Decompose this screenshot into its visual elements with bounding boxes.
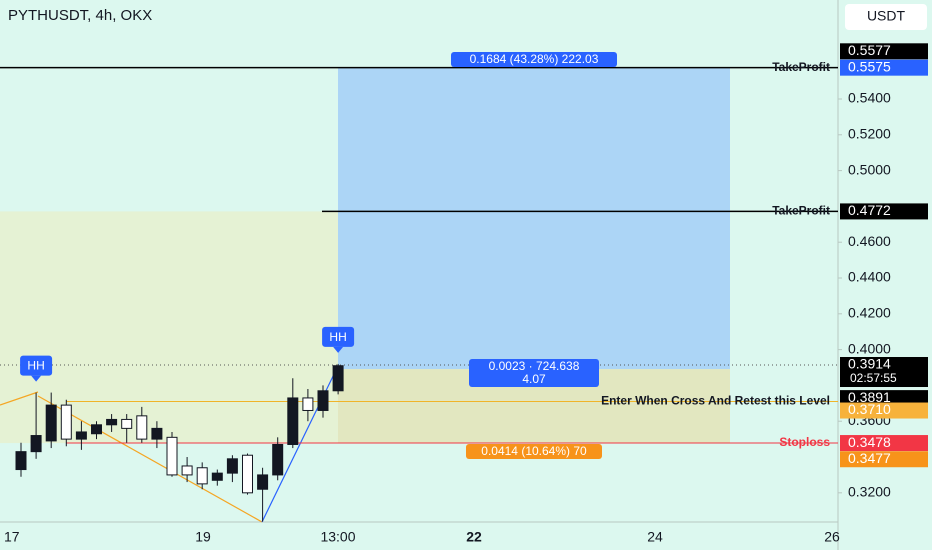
candle-body <box>242 454 253 494</box>
countdown: 02:57:55 <box>850 371 897 385</box>
risk-label-bg <box>469 359 599 387</box>
level-label: TakeProfit <box>772 60 830 74</box>
candle-body <box>257 474 269 490</box>
candle-body <box>121 418 133 429</box>
marker-label: HH <box>329 330 346 344</box>
price-tag <box>840 451 928 468</box>
price-tag-label: 0.3710 <box>848 401 891 417</box>
x-tick-label: 17 <box>4 529 20 545</box>
zone-shade <box>0 211 338 444</box>
candle-body <box>332 365 344 392</box>
candle-body <box>30 435 42 453</box>
price-tag <box>840 43 928 60</box>
profit-zone <box>338 67 730 370</box>
currency[interactable]: USDT <box>867 8 906 24</box>
marker-pointer <box>333 346 344 353</box>
loss-label: 0.0414 (10.64%) 70 <box>481 444 587 458</box>
candle-body <box>196 467 208 485</box>
profit-label: 0.1684 (43.28%) 222.03 <box>470 52 599 66</box>
marker-box <box>20 355 53 376</box>
candle-body <box>136 415 148 440</box>
level-label: Stoploss <box>779 435 830 449</box>
candle-body <box>75 431 87 440</box>
trend-line <box>0 391 263 523</box>
y-tick-label: 0.3200 <box>848 484 891 500</box>
price-tag <box>840 203 928 220</box>
candle-body <box>302 397 314 411</box>
candle-body <box>226 458 238 474</box>
price-tag-label: 0.3891 <box>848 389 891 405</box>
marker-pointer <box>31 375 42 382</box>
price-tag <box>840 402 928 419</box>
price-tag-label: 0.5577 <box>848 42 891 58</box>
candle-body <box>15 451 27 471</box>
candle-body <box>181 465 193 476</box>
x-tick-label: 19 <box>195 529 211 545</box>
candle-body <box>91 424 102 435</box>
candle-body <box>272 443 284 476</box>
profit-label-bg <box>451 52 617 67</box>
price-tag <box>840 435 928 452</box>
candle-body <box>60 404 72 440</box>
price-tag <box>840 390 928 407</box>
candle-body <box>45 404 57 442</box>
marker-label: HH <box>27 359 44 373</box>
risk-label: 0.0023 · 724.638 <box>489 359 580 373</box>
price-tag-label: 0.3478 <box>848 434 891 450</box>
price-tag-label: 0.5575 <box>848 58 891 74</box>
y-tick-label: 0.5400 <box>848 90 891 106</box>
risk-label: 4.07 <box>522 372 546 386</box>
x-tick-label: 22 <box>466 529 482 545</box>
candle-body <box>166 436 178 476</box>
currency-button[interactable] <box>845 4 927 30</box>
y-tick-label: 0.4000 <box>848 340 891 356</box>
candle-body <box>287 397 299 445</box>
y-tick-label: 0.4600 <box>848 233 891 249</box>
price-tag-label: 0.3477 <box>848 450 891 466</box>
y-tick-label: 0.5000 <box>848 161 891 177</box>
x-tick-label: 13:00 <box>320 529 355 545</box>
y-tick-label: 0.4200 <box>848 305 891 321</box>
price-tag <box>840 357 928 388</box>
chart-title: PYTHUSDT, 4h, OKX <box>8 7 152 24</box>
level-label: TakeProfit <box>772 204 830 218</box>
x-tick-label: 24 <box>647 529 663 545</box>
y-tick-label: 0.5200 <box>848 125 891 141</box>
level-label: Enter When Cross And Retest this Level <box>601 394 830 408</box>
price-tag-label: 0.3914 <box>848 356 891 372</box>
candle-body <box>317 390 329 411</box>
price-tag <box>840 59 928 76</box>
y-tick-label: 0.4400 <box>848 269 891 285</box>
candle-body <box>106 418 118 426</box>
candle-body <box>151 427 163 440</box>
marker-box <box>322 326 355 347</box>
candle-body <box>211 472 223 481</box>
price-tag-label: 0.4772 <box>848 202 891 218</box>
loss-label-bg <box>466 444 602 459</box>
x-tick-label: 26 <box>824 529 840 545</box>
